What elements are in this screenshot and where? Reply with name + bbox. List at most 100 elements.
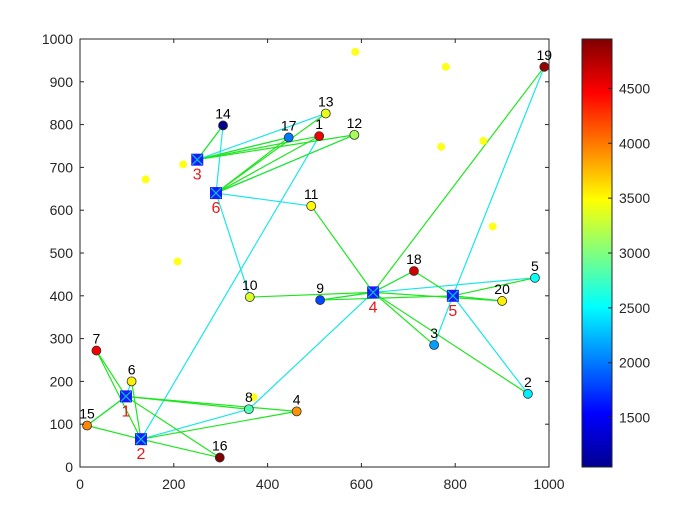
node-label: 19 — [537, 47, 553, 63]
node-label: 10 — [242, 277, 258, 293]
node-label: 17 — [281, 117, 297, 133]
link-line-green — [197, 136, 289, 161]
colorbar — [581, 38, 613, 468]
station-label: 3 — [193, 167, 202, 184]
candidate-point — [351, 47, 360, 56]
link-line-green — [310, 205, 374, 293]
link-line-green — [95, 350, 142, 440]
stations-layer — [119, 153, 459, 446]
link-line-green — [215, 136, 290, 194]
colorbar-tick-label: 1500 — [619, 410, 650, 426]
link-line-green — [215, 135, 320, 194]
station-label: 6 — [212, 200, 221, 217]
link-line-cyan — [433, 295, 454, 346]
station-cross — [210, 187, 222, 199]
node-label: 6 — [128, 361, 136, 377]
link-line-cyan — [248, 291, 374, 410]
plot-area — [79, 38, 550, 468]
node-point — [82, 420, 92, 431]
node-point — [522, 388, 533, 399]
x-tick-label: 200 — [162, 476, 186, 492]
node-point — [306, 201, 317, 211]
link-line-green — [249, 291, 374, 298]
node-point — [283, 132, 294, 143]
link-line-green — [452, 295, 503, 302]
colorbar-tick-label: 4000 — [619, 135, 650, 151]
station-label: 5 — [448, 303, 457, 320]
link-line-green — [130, 381, 142, 440]
node-point — [214, 452, 225, 463]
link-line-cyan — [452, 295, 529, 395]
link-line-cyan — [197, 112, 326, 161]
x-tick-label: 0 — [76, 476, 84, 492]
node-point — [91, 345, 102, 356]
station-label: 4 — [369, 299, 378, 316]
node-point — [409, 266, 419, 276]
node-label: 18 — [406, 251, 422, 267]
links-layer — [86, 66, 545, 459]
node-point — [218, 120, 228, 131]
link-line-cyan — [215, 192, 251, 298]
node-point — [320, 108, 331, 119]
candidate-point — [173, 257, 182, 266]
link-line-green — [215, 134, 355, 194]
y-tick-label: 0 — [65, 459, 73, 475]
station-cross — [447, 290, 459, 302]
y-axis: 0 100 200 300 400 500 600 700 800 900 1000 — [42, 31, 549, 475]
y-tick-label: 900 — [50, 74, 74, 90]
node-label: 3 — [430, 325, 438, 341]
y-tick-label: 700 — [50, 159, 74, 175]
node-label: 5 — [531, 258, 539, 274]
station-cross — [191, 154, 203, 166]
link-line-green — [86, 424, 142, 440]
candidate-point — [249, 393, 258, 402]
link-line-cyan — [140, 408, 250, 440]
node-point — [126, 376, 137, 387]
nodes-layer — [82, 61, 550, 463]
link-line-cyan — [215, 125, 224, 194]
node-label: 9 — [316, 280, 324, 296]
link-line-green — [140, 438, 220, 459]
link-line-green — [197, 135, 320, 161]
node-point — [291, 406, 302, 417]
colorbar-ticks: 1500 2000 2500 3000 3500 4000 4500 — [608, 80, 650, 426]
candidate-point — [179, 160, 188, 169]
link-line-green — [452, 277, 536, 297]
x-axis: 0 200 400 600 800 1000 — [76, 39, 565, 492]
link-line-green — [372, 291, 435, 346]
node-point — [314, 131, 325, 142]
node-point — [530, 272, 540, 283]
y-tick-label: 800 — [50, 117, 74, 133]
colorbar-tick-label: 3500 — [619, 190, 650, 206]
node-label: 12 — [347, 115, 363, 131]
x-tick-label: 800 — [444, 476, 468, 492]
link-line-green — [95, 350, 127, 397]
node-label: 8 — [245, 389, 253, 405]
y-tick-label: 600 — [50, 202, 74, 218]
station-cross — [120, 390, 132, 402]
y-tick-label: 500 — [50, 245, 74, 261]
colorbar-tick-label: 4500 — [619, 80, 650, 96]
node-label: 4 — [293, 391, 301, 407]
link-line-green — [372, 66, 545, 293]
candidate-point — [141, 175, 150, 184]
candidate-points-layer — [141, 47, 497, 402]
node-label: 15 — [79, 405, 95, 421]
candidate-point — [488, 222, 497, 231]
link-line-green — [372, 270, 415, 293]
node-label: 16 — [212, 438, 228, 454]
node-label: 1 — [315, 116, 323, 132]
link-line-green — [125, 395, 297, 412]
y-tick-label: 100 — [50, 416, 74, 432]
link-line-cyan — [373, 277, 535, 293]
link-line-green — [372, 291, 529, 395]
station-cross — [135, 433, 147, 445]
station-label: 1 — [122, 403, 131, 420]
link-line-cyan — [215, 192, 312, 207]
y-tick-label: 200 — [50, 373, 74, 389]
link-line-cyan — [452, 66, 545, 297]
node-point — [244, 292, 255, 302]
candidate-point — [479, 136, 488, 145]
